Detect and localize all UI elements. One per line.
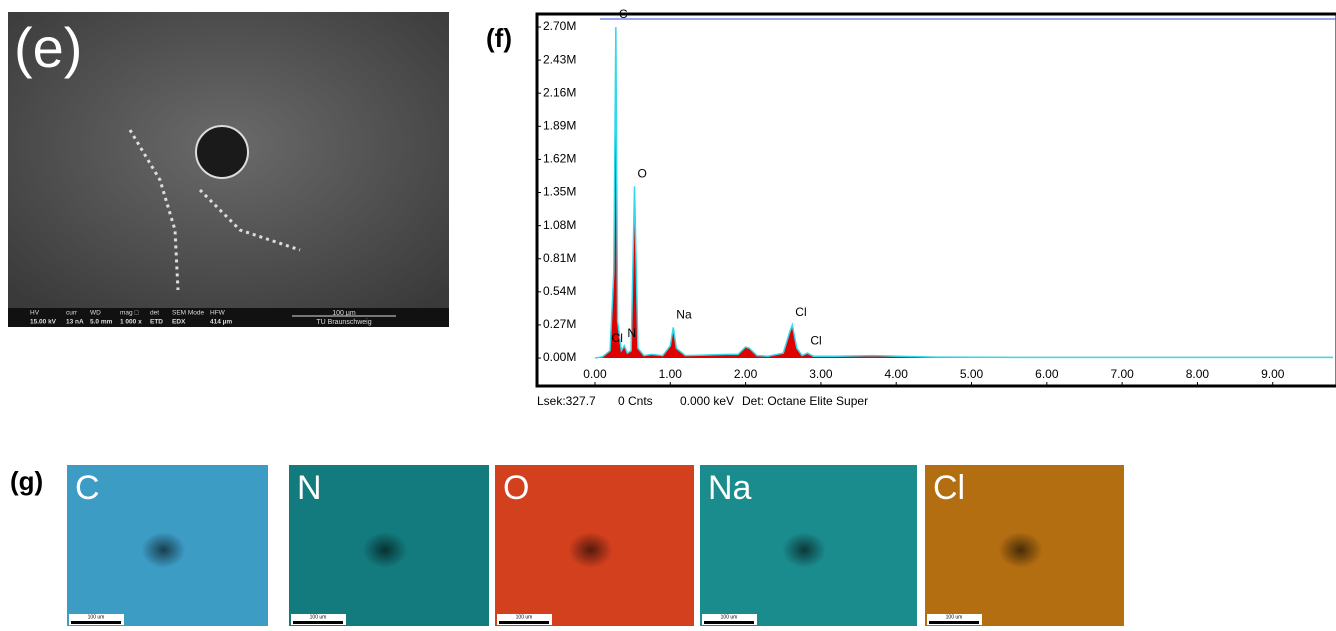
x-tick-label: 1.00 [659,367,683,381]
info-header: HFW [210,310,226,317]
footer-text: Lsek:327.7 [537,394,596,408]
map-feature [363,532,407,568]
scale-bar-label: 100 um [516,614,533,620]
x-tick-label: 6.00 [1035,367,1059,381]
x-tick-label: 8.00 [1186,367,1210,381]
x-tick-label: 4.00 [885,367,909,381]
scale-bar-label: 100 um [310,614,327,620]
x-tick-label: 7.00 [1110,367,1134,381]
map-label: O [503,469,529,507]
info-value: 15.00 kV [30,319,57,326]
scale-bar-label: 100 um [88,614,105,620]
map-feature [782,532,826,568]
figure: (e) HV curr WD mag □ det SEM Mode HFW 15.00 kV 1… [0,0,1336,626]
y-tick-label: 0.27M [543,317,576,331]
info-header: mag □ [120,310,138,317]
sem-feature [196,126,248,178]
x-tick-label: 3.00 [809,367,833,381]
peak-label: Cl [795,305,806,319]
y-tick-label: 0.00M [543,350,576,364]
scale-bar-label: 100 um [721,614,738,620]
y-tick-label: 1.08M [543,218,576,232]
x-tick-label: 5.00 [960,367,984,381]
peak-label: Cl [810,333,821,347]
info-value: EDX [172,319,186,326]
peak-label: N [627,326,636,340]
footer-text: 0 Cnts [618,394,653,408]
peak-label: Cl [612,331,623,345]
scale-bar [704,621,754,624]
y-tick-label: 2.43M [543,52,576,66]
scale-bar-label: 100 µm [332,310,356,317]
scale-bar [293,621,343,624]
footer-text: Det: Octane Elite Super [742,394,868,408]
info-value: 5.0 mm [90,319,113,326]
map-feature [141,532,185,568]
x-tick-label: 0.00 [583,367,607,381]
x-tick-label: 2.00 [734,367,758,381]
panel-label: (g) [10,466,43,496]
x-tick-label: 9.00 [1261,367,1285,381]
info-header: HV [30,310,40,317]
scale-bar [929,621,979,624]
map-feature [999,532,1043,568]
institution: TU Braunschweig [316,319,371,326]
y-tick-label: 0.81M [543,251,576,265]
info-header: det [150,310,159,317]
map-feature [569,532,613,568]
peak-label: Na [676,308,692,322]
map-label: C [75,469,100,507]
y-tick-label: 1.35M [543,185,576,199]
info-value: 414 µm [210,319,232,326]
info-value: 1 000 x [120,319,142,326]
info-header: WD [90,310,101,317]
peak-label: O [638,167,647,181]
scale-bar-label: 100 um [946,614,963,620]
scale-bar [71,621,121,624]
info-header: curr [66,310,78,317]
y-tick-label: 2.16M [543,85,576,99]
info-value: ETD [150,319,163,326]
y-tick-label: 1.62M [543,152,576,166]
map-label: Cl [933,469,965,507]
map-label: Na [708,469,752,507]
map-label: N [297,469,322,507]
y-tick-label: 2.70M [543,19,576,33]
info-value: 13 nA [66,319,84,326]
panel-label: (e) [14,16,82,79]
y-tick-label: 0.54M [543,284,576,298]
y-tick-label: 1.89M [543,118,576,132]
footer-text: 0.000 keV [680,394,734,408]
info-header: SEM Mode [172,310,205,317]
page: (e) HV curr WD mag □ det SEM Mode HFW 15.00 kV 1… [0,0,1336,626]
plot-frame [537,14,1336,386]
panel-label: (f) [486,23,512,53]
scale-bar [499,621,549,624]
peak-label: C [619,7,628,21]
